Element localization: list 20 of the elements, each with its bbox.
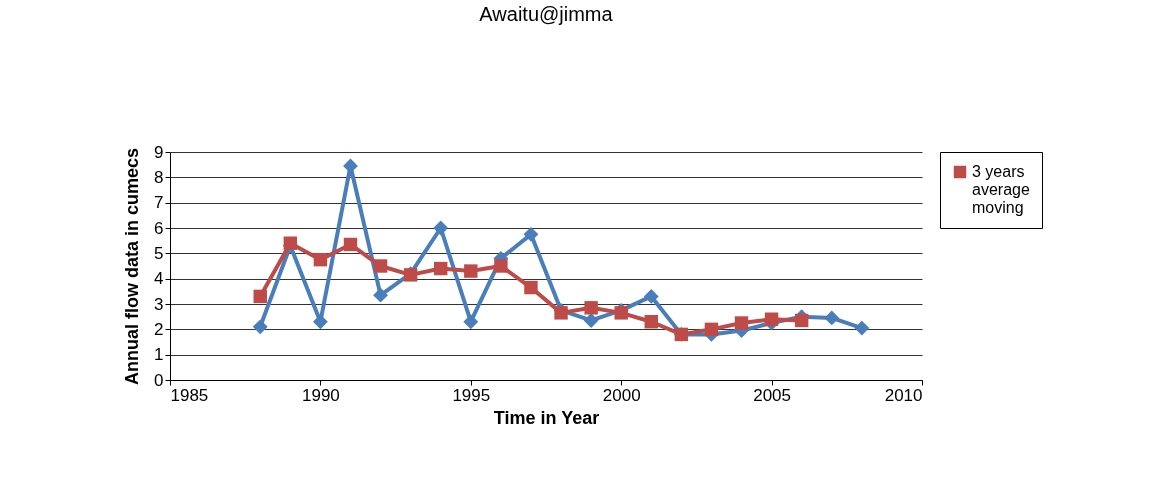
y-tick-label: 6 [154, 218, 164, 238]
y-tick-label: 1 [154, 345, 164, 365]
x-tick-label: 1995 [452, 385, 491, 405]
x-tick-label: 2010 [884, 385, 923, 405]
y-tick-label: 3 [154, 294, 164, 314]
y-tick-label: 5 [154, 243, 164, 263]
y-tick-label: 0 [154, 370, 164, 390]
y-axis-title: Annual flow data in cumecs [122, 147, 143, 386]
legend-label: 3 years average moving [972, 163, 1030, 216]
x-axis-title: Time in Year [493, 407, 600, 428]
chart-title: Awaitu@jimma [479, 3, 614, 25]
y-tick-label: 8 [154, 167, 164, 187]
x-tick-label: 1985 [170, 385, 209, 405]
x-tick-label: 2000 [602, 385, 641, 405]
y-tick-label: 4 [154, 269, 164, 289]
x-tick-label: 2005 [753, 385, 792, 405]
y-tick-label: 7 [154, 193, 164, 213]
y-tick-label: 9 [154, 142, 164, 162]
x-tick-label: 1990 [301, 385, 340, 405]
y-tick-label: 2 [154, 319, 164, 339]
